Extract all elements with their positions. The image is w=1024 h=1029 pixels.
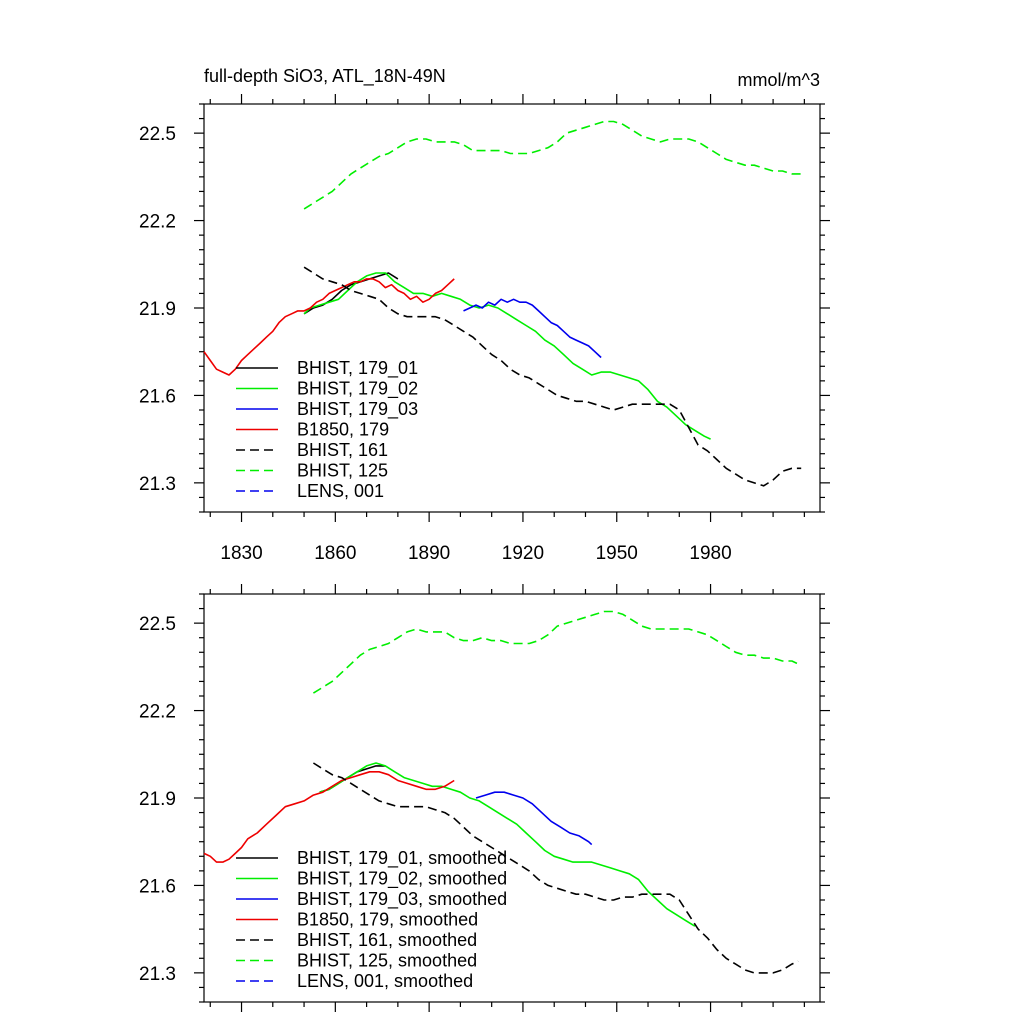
units-label: mmol/m^3 [738, 70, 820, 90]
panel-2: 21.3 21.6 21.9 22.2 22.5 BHIST, 179_01, smoot… [139, 584, 830, 1012]
series-line-5 [312, 762, 799, 974]
legend-label: BHIST, 179_01 [297, 358, 418, 379]
y-tick-label: 21.6 [139, 876, 176, 897]
chart-title: full-depth SiO3, ATL_18N-49N [204, 66, 446, 87]
y-tick-label: 21.3 [139, 474, 176, 495]
series-line-3 [463, 298, 602, 359]
legend-label: LENS, 001 [297, 481, 384, 501]
x-tick-label: 1860 [314, 543, 356, 564]
legend-label: LENS, 001, smoothed [297, 971, 473, 991]
legend-label: BHIST, 125 [297, 461, 388, 481]
x-tick-label: 1890 [408, 543, 450, 564]
legend-label: B1850, 179, smoothed [297, 910, 478, 930]
y-tick-label: 22.2 [139, 212, 176, 233]
legend-label: BHIST, 125, smoothed [297, 951, 477, 971]
series-line-6 [303, 120, 802, 210]
series-line-1 [303, 272, 399, 315]
series-line-2 [303, 272, 711, 440]
legend-label: BHIST, 161, smoothed [297, 930, 477, 950]
panel-1: 21.3 21.6 21.9 22.2 22.5 1830 1860 1890 1920 1950… [139, 66, 830, 564]
x-tick-label: 1830 [220, 543, 262, 564]
series-line-5 [303, 266, 802, 487]
legend-label: BHIST, 179_02 [297, 379, 418, 400]
y-tick-label: 21.3 [139, 964, 176, 985]
series-line-6 [312, 610, 799, 694]
y-tick-label: 22.5 [139, 614, 176, 635]
series-line-4 [203, 771, 455, 863]
y-tick-label: 21.6 [139, 386, 176, 407]
series-line-4 [203, 278, 455, 376]
y-tick-label: 21.9 [139, 299, 176, 320]
y-tick-label: 22.2 [139, 702, 176, 723]
y-tick-label: 22.5 [139, 124, 176, 145]
series-line-2 [319, 762, 696, 927]
legend-label: B1850, 179 [297, 420, 389, 440]
legend-label: BHIST, 179_03, smoothed [297, 889, 507, 910]
legend-label: BHIST, 161 [297, 440, 388, 460]
x-tick-label: 1920 [502, 543, 544, 564]
series-line-3 [475, 791, 593, 846]
x-tick-label: 1950 [596, 543, 638, 564]
x-tick-label: 1980 [689, 543, 731, 564]
legend-label: BHIST, 179_01, smoothed [297, 848, 507, 869]
y-tick-label: 21.9 [139, 789, 176, 810]
legend-label: BHIST, 179_03 [297, 399, 418, 420]
legend-label: BHIST, 179_02, smoothed [297, 869, 507, 890]
